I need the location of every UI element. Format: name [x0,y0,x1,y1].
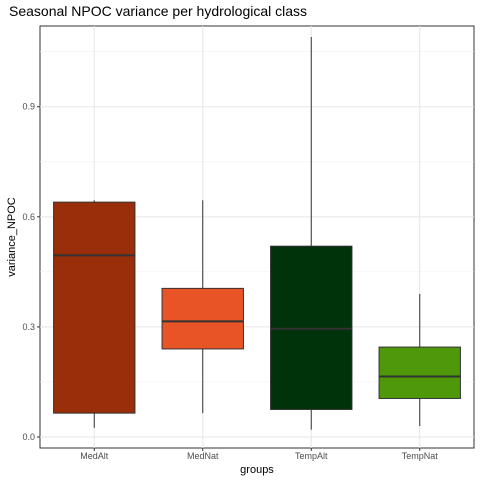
y-tick-label: 0.0 [22,432,35,442]
y-axis: 0.0 0.3 0.6 0.9 [22,102,40,442]
x-tick-label: MedAlt [80,451,109,461]
y-tick-label: 0.9 [22,102,35,112]
y-axis-title: variance_NPOC [6,197,18,277]
box-body [378,346,461,399]
y-tick-label: 0.6 [22,212,35,222]
box-medalt [53,200,136,428]
box-tempalt [270,37,353,430]
box-mednat [161,200,244,414]
y-tick-label: 0.3 [22,322,35,332]
x-axis-title: groups [240,464,274,476]
x-tick-label: TempAlt [295,451,328,461]
x-axis: MedAlt MedNat TempAlt TempNat [80,448,438,461]
chart-title: Seasonal NPOC variance per hydrological … [9,3,308,19]
x-tick-label: TempNat [402,451,439,461]
box-tempnat [378,293,461,426]
boxes [53,37,461,430]
x-tick-label: MedNat [187,451,219,461]
box-body [161,287,244,350]
box-body [53,201,136,414]
